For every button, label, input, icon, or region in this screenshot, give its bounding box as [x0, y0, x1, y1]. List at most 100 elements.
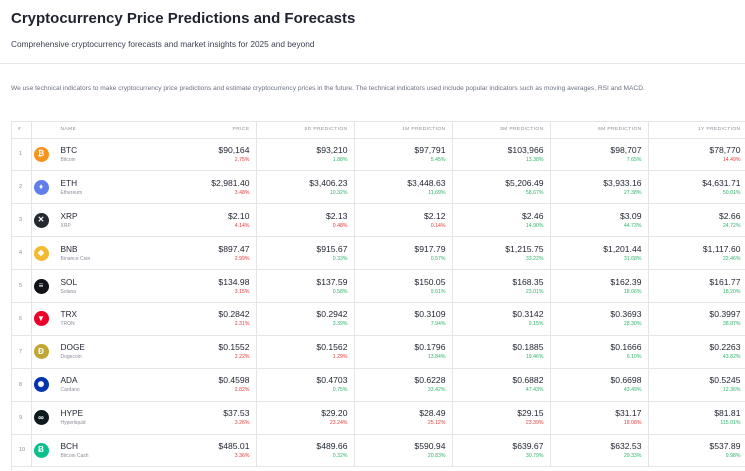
5d-prediction-cell: $3,406.23 10.32% — [256, 170, 355, 205]
page-title: Cryptocurrency Price Predictions and For… — [11, 10, 356, 27]
5d-prediction-change: 1.88% — [332, 156, 348, 163]
coin-link[interactable]: ▼ TRX TRON — [33, 309, 153, 328]
5d-prediction-cell: $0.1562 1.29% — [256, 335, 355, 369]
coin-name: Cardano — [60, 387, 80, 394]
rank-cell: 2 — [12, 170, 32, 205]
5d-prediction-change: 10.32% — [329, 189, 348, 196]
price-cell: $0.2842 2.31% — [158, 302, 257, 336]
coin-symbol: ADA — [60, 375, 78, 386]
table-row[interactable]: 9 ∞ HYPE Hyperliquid $37.53 3.26% $29.20 23.24%… — [12, 401, 745, 435]
coin-link[interactable]: Ƀ BCH Bitcoin Cash — [33, 440, 153, 460]
1m-prediction-cell: $3,448.63 11.69% — [354, 170, 453, 205]
1y-prediction-value: $0.5245 — [709, 375, 741, 386]
coin-cell[interactable]: ≡ SOL Solana — [31, 269, 158, 303]
6m-prediction-cell: $31.17 18.08% — [550, 401, 649, 435]
coin-cell[interactable]: Ƀ BCH Bitcoin Cash — [31, 434, 158, 468]
table-row[interactable]: 10 Ƀ BCH Bitcoin Cash $485.01 3.36% $489.66 0.3… — [12, 434, 745, 468]
1y-prediction-cell: $1,117.60 22.46% — [648, 236, 745, 271]
1m-prediction-cell: $0.6228 33.42% — [354, 368, 453, 402]
column-header-3m-prediction[interactable]: 3M PREDICTION — [452, 122, 551, 139]
5d-prediction-value: $915.67 — [316, 243, 348, 254]
5d-prediction-value: $93,210 — [316, 144, 348, 155]
6m-prediction-cell: $0.1666 6.10% — [550, 335, 649, 369]
price-value: $37.53 — [223, 408, 250, 419]
coin-cell[interactable]: ∞ HYPE Hyperliquid — [31, 401, 158, 435]
6m-prediction-cell: $98,707 7.65% — [550, 138, 649, 172]
table-row[interactable]: 7 Ð DOGE Dogecoin $0.1552 2.22% $0.1562 1.29% $0… — [12, 335, 745, 369]
coin-link[interactable]: ≡ SOL Solana — [33, 277, 153, 296]
5d-prediction-value: $489.66 — [316, 440, 348, 451]
coin-symbol: XRP — [60, 210, 78, 221]
coin-cell[interactable]: ▼ TRX TRON — [31, 302, 158, 336]
coin-link[interactable]: ∞ HYPE Hyperliquid — [33, 408, 153, 427]
1y-prediction-cell: $0.5245 12.36% — [648, 368, 745, 402]
coin-name: Hyperliquid — [60, 420, 86, 427]
6m-prediction-change: 44.73% — [623, 222, 642, 229]
coin-link[interactable]: ✕ XRP XRP — [33, 210, 153, 230]
1y-prediction-value: $2.66 — [718, 210, 741, 221]
6m-prediction-value: $1,201.44 — [603, 243, 642, 254]
coin-symbol: DOGE — [60, 342, 85, 353]
3m-prediction-cell: $0.1885 19.46% — [452, 335, 551, 369]
1y-prediction-cell: $0.3997 38.87% — [648, 302, 745, 336]
1y-prediction-change: 38.87% — [722, 321, 741, 328]
coin-cell[interactable]: ♦ ETH Ethereum — [31, 170, 158, 205]
table-row[interactable]: 6 ▼ TRX TRON $0.2842 2.31% $0.2942 3.39% $0.3109… — [12, 302, 745, 336]
3m-prediction-cell: $0.3142 9.15% — [452, 302, 551, 336]
column-header-1y-prediction[interactable]: 1Y PREDICTION — [648, 122, 745, 139]
1y-prediction-cell: $4,631.71 50.01% — [648, 170, 745, 205]
6m-prediction-change: 31.68% — [623, 255, 642, 262]
1y-prediction-cell: $78,770 14.49% — [648, 138, 745, 172]
coin-cell[interactable]: ✺ ADA Cardano — [31, 368, 158, 402]
coin-cell[interactable]: ◆ BNB Binance Coin — [31, 236, 158, 271]
1y-prediction-value: $81.81 — [714, 408, 741, 419]
coin-link[interactable]: Ð DOGE Dogecoin — [33, 342, 153, 361]
solana-icon: ≡ — [33, 278, 49, 294]
1y-prediction-change: 14.49% — [722, 156, 741, 163]
3m-prediction-change: 23.01% — [525, 288, 544, 295]
5d-prediction-change: 0.75% — [332, 387, 348, 394]
coin-cell[interactable]: Ð DOGE Dogecoin — [31, 335, 158, 369]
price-change: 2.31% — [234, 321, 250, 328]
table-row[interactable]: 2 ♦ ETH Ethereum $2,981.40 3.48% $3,406.23 10.3… — [12, 170, 745, 205]
coin-link[interactable]: ₿ BTC Bitcoin — [33, 145, 153, 164]
coin-text: BTC Bitcoin — [61, 145, 78, 164]
coin-cell[interactable]: ₿ BTC Bitcoin — [31, 138, 158, 172]
1y-prediction-value: $4,631.71 — [702, 177, 741, 188]
coin-name: Binance Coin — [60, 255, 91, 262]
coin-cell[interactable]: ✕ XRP XRP — [31, 203, 158, 238]
column-header-5d-prediction[interactable]: 5D PREDICTION — [256, 122, 355, 139]
table-row[interactable]: 8 ✺ ADA Cardano $0.4598 2.82% $0.4703 0.75% $0.6… — [12, 368, 745, 402]
6m-prediction-change: 29.33% — [623, 452, 642, 459]
table-row[interactable]: 3 ✕ XRP XRP $2.10 4.14% $2.13 0.48% $2.12 0.14% $2… — [12, 203, 745, 238]
5d-prediction-cell: $137.59 0.58% — [256, 269, 355, 303]
5d-prediction-cell: $0.4703 0.75% — [256, 368, 355, 402]
1y-prediction-value: $0.3997 — [709, 309, 741, 320]
column-header-price[interactable]: PRICE — [158, 122, 257, 139]
column-header-rank[interactable]: # — [12, 122, 32, 139]
1m-prediction-change: 5.45% — [430, 156, 446, 163]
xrp-icon: ✕ — [33, 212, 49, 228]
5d-prediction-change: 0.33% — [332, 255, 348, 262]
coin-link[interactable]: ◆ BNB Binance Coin — [33, 244, 153, 263]
6m-prediction-cell: $0.3693 28.30% — [550, 302, 649, 336]
column-header-name[interactable]: NAME — [31, 122, 158, 139]
6m-prediction-value: $0.3693 — [610, 309, 642, 320]
coin-link[interactable]: ♦ ETH Ethereum — [33, 178, 153, 197]
5d-prediction-change: 3.39% — [332, 321, 348, 328]
column-header-6m-prediction[interactable]: 6M PREDICTION — [550, 122, 649, 139]
6m-prediction-change: 18.08% — [623, 420, 642, 427]
1y-prediction-change: 115.01% — [720, 420, 741, 427]
column-header-1m-prediction[interactable]: 1M PREDICTION — [354, 122, 453, 139]
6m-prediction-value: $0.1666 — [610, 342, 642, 353]
coin-link[interactable]: ✺ ADA Cardano — [33, 375, 153, 394]
table-row[interactable]: 5 ≡ SOL Solana $134.98 3.15% $137.59 0.58% $150.… — [12, 269, 745, 303]
tron-icon: ▼ — [33, 311, 49, 327]
6m-prediction-change: 18.66% — [623, 288, 642, 295]
table-row[interactable]: 1 ₿ BTC Bitcoin $90,164 2.75% $93,210 1.88% $97,… — [12, 138, 745, 172]
coin-symbol: BCH — [60, 440, 79, 451]
5d-prediction-cell: $29.20 23.24% — [256, 401, 355, 435]
1m-prediction-change: 0.14% — [430, 222, 446, 229]
table-row[interactable]: 4 ◆ BNB Binance Coin $897.47 2.99% $915.67 0.33… — [12, 236, 745, 271]
price-change: 3.48% — [234, 189, 250, 196]
